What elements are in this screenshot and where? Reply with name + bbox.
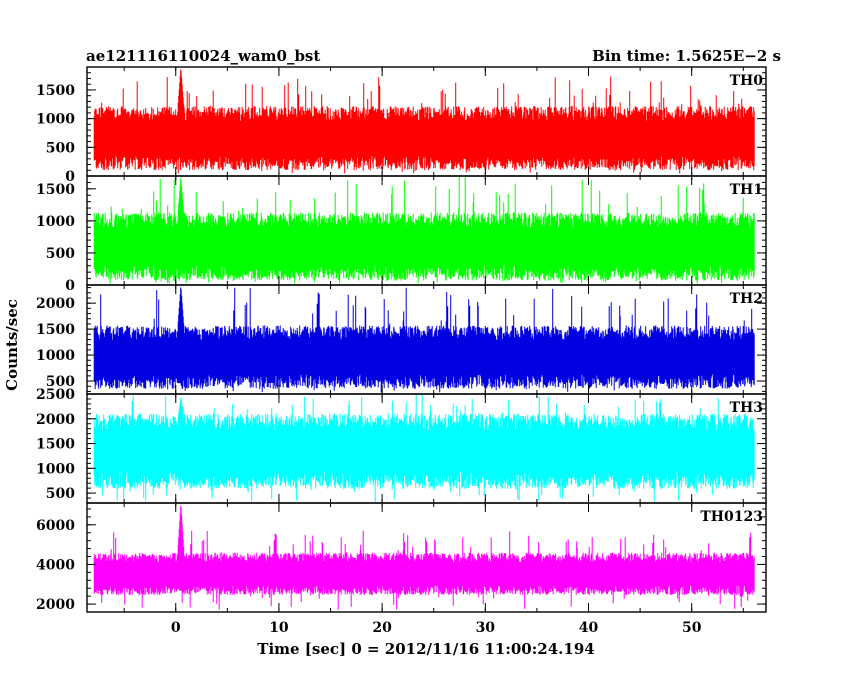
x-axis-label: Time [sec] 0 = 2012/11/16 11:00:24.194 bbox=[257, 640, 594, 658]
chart-title-right: Bin time: 1.5625E−2 s bbox=[592, 47, 781, 65]
series-trace-th3 bbox=[93, 394, 755, 502]
x-tick-label: 30 bbox=[476, 620, 496, 636]
x-tick-label: 10 bbox=[269, 620, 289, 636]
panel-th2: 500 1000 1500 2000 TH2 bbox=[36, 284, 767, 395]
x-tick-label: 20 bbox=[372, 620, 392, 636]
panel-th0123: 2000 4000 6000 TH0123 bbox=[36, 502, 767, 613]
panel-label: TH1 bbox=[730, 182, 763, 198]
y-tick-label: 2000 bbox=[36, 597, 75, 613]
series-trace-th0 bbox=[93, 69, 755, 174]
x-axis: 0 10 20 30 40 50 bbox=[171, 620, 702, 636]
y-tick-label: 4000 bbox=[36, 557, 75, 573]
y-tick-label: 500 bbox=[46, 140, 75, 156]
y-tick-label: 2000 bbox=[36, 296, 75, 312]
y-tick-label: 1000 bbox=[36, 348, 75, 364]
series-trace-th0123 bbox=[93, 505, 755, 610]
panel-th3: 500 1000 1500 2000 2500 TH3 bbox=[36, 387, 767, 504]
y-tick-label: 0 bbox=[65, 169, 75, 185]
x-tick-label: 0 bbox=[171, 620, 181, 636]
x-tick-label: 50 bbox=[682, 620, 702, 636]
panel-th1: 0 500 1000 1500 TH1 bbox=[36, 175, 767, 294]
panel-label: TH0123 bbox=[700, 509, 763, 525]
y-tick-label: 2500 bbox=[36, 387, 75, 403]
y-tick-label: 1500 bbox=[36, 182, 75, 198]
y-tick-label: 1500 bbox=[36, 437, 75, 453]
panels-group: 0 500 1000 1500 TH0 0 500 1000 1500 TH1 500 1000 150… bbox=[36, 66, 767, 613]
panel-frame bbox=[86, 502, 767, 613]
x-tick-label: 40 bbox=[579, 620, 599, 636]
y-tick-label: 500 bbox=[46, 486, 75, 502]
panel-label: TH3 bbox=[730, 400, 763, 416]
series-trace-th2 bbox=[93, 287, 755, 393]
panel-th0: 0 500 1000 1500 TH0 bbox=[36, 66, 767, 185]
y-axis-label: Counts/sec bbox=[3, 299, 21, 391]
y-tick-label: 1000 bbox=[36, 214, 75, 230]
panel-label: TH2 bbox=[730, 291, 763, 307]
y-tick-label: 500 bbox=[46, 374, 75, 390]
y-tick-label: 1000 bbox=[36, 112, 75, 128]
y-tick-label: 1000 bbox=[36, 461, 75, 477]
y-tick-label: 1500 bbox=[36, 83, 75, 99]
y-tick-label: 0 bbox=[65, 278, 75, 294]
panel-label: TH0 bbox=[730, 73, 764, 89]
y-tick-label: 2000 bbox=[36, 412, 75, 428]
series-trace-th1 bbox=[93, 177, 755, 284]
y-tick-label: 500 bbox=[46, 246, 75, 262]
chart-title-left: ae121116110024_wam0_bst bbox=[86, 47, 320, 65]
y-tick-label: 1500 bbox=[36, 322, 75, 338]
y-tick-label: 6000 bbox=[36, 518, 75, 534]
